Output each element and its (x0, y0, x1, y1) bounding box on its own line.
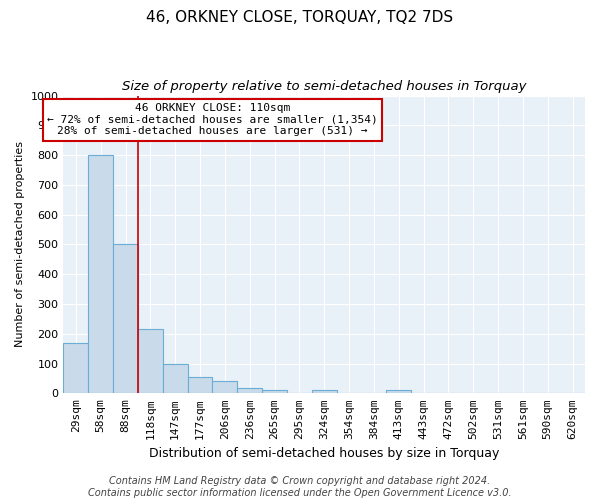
Bar (262, 390, 287, 394)
X-axis label: Distribution of semi-detached houses by size in Torquay: Distribution of semi-detached houses by … (149, 447, 499, 460)
Bar (386, 390, 411, 394)
Bar (138, 330, 163, 394)
Bar (212, 382, 237, 394)
Text: 46 ORKNEY CLOSE: 110sqm
← 72% of semi-detached houses are smaller (1,354)
28% of: 46 ORKNEY CLOSE: 110sqm ← 72% of semi-de… (47, 103, 378, 136)
Text: 46, ORKNEY CLOSE, TORQUAY, TQ2 7DS: 46, ORKNEY CLOSE, TORQUAY, TQ2 7DS (146, 10, 454, 25)
Text: Contains HM Land Registry data © Crown copyright and database right 2024.
Contai: Contains HM Land Registry data © Crown c… (88, 476, 512, 498)
Bar (312, 390, 337, 394)
Bar (113, 244, 138, 394)
Bar (163, 364, 188, 394)
Title: Size of property relative to semi-detached houses in Torquay: Size of property relative to semi-detach… (122, 80, 526, 93)
Y-axis label: Number of semi-detached properties: Number of semi-detached properties (15, 142, 25, 348)
Bar (64, 342, 88, 394)
Bar (237, 388, 262, 394)
Bar (188, 377, 212, 394)
Bar (88, 155, 113, 394)
